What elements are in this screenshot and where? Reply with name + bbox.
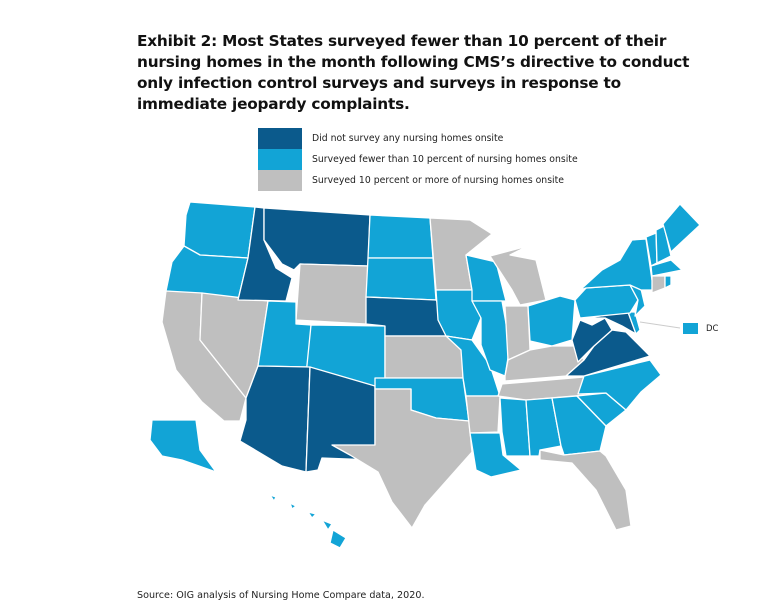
state-shape-PA [574, 284, 639, 319]
state-shape-ND [367, 214, 434, 259]
state-OH [527, 295, 576, 347]
state-MS [499, 397, 531, 457]
state-MT [263, 207, 371, 271]
legend-swatch [258, 128, 302, 149]
dc-leader-line [639, 321, 681, 329]
state-FL [539, 449, 632, 531]
state-IL [471, 300, 511, 377]
state-shape-DE [627, 311, 641, 335]
state-TX [331, 388, 473, 529]
state-shape-NH [655, 225, 672, 264]
dc-marker: DC [683, 323, 718, 334]
state-shape-HI [307, 511, 317, 519]
state-shape-MA [650, 259, 683, 277]
state-WV [571, 317, 613, 363]
state-shape-MI [489, 245, 547, 306]
state-shape-KS [384, 335, 464, 379]
legend-swatch [258, 170, 302, 191]
state-ND [367, 214, 434, 259]
state-shape-OH [527, 295, 576, 347]
state-shape-TX [331, 388, 473, 529]
legend-label: Did not survey any nursing homes onsite [312, 133, 504, 144]
state-RI [664, 275, 672, 289]
state-shape-VA [565, 329, 651, 377]
state-shape-HI [269, 494, 277, 502]
state-shape-HI [329, 529, 347, 549]
state-MA [650, 259, 683, 277]
state-DE [627, 311, 641, 335]
source-note: Source: OIG analysis of Nursing Home Com… [137, 590, 425, 601]
state-shape-SD [365, 257, 437, 301]
legend-item-fewer: Surveyed fewer than 10 percent of nursin… [258, 149, 578, 170]
state-shape-AK [149, 419, 217, 473]
state-AK [149, 419, 217, 473]
legend-label: Surveyed fewer than 10 percent of nursin… [312, 154, 578, 165]
state-ME [662, 203, 701, 253]
state-shape-WA [183, 201, 256, 259]
map-legend: Did not survey any nursing homes onsite … [258, 128, 578, 191]
state-shape-WV [571, 317, 613, 363]
state-shape-WY [295, 263, 369, 325]
state-shape-MT [263, 207, 371, 271]
legend-item-more: Surveyed 10 percent or more of nursing h… [258, 170, 578, 191]
state-VA [565, 329, 651, 377]
state-shape-ME [662, 203, 701, 253]
state-shape-MS [499, 397, 531, 457]
legend-swatch [258, 149, 302, 170]
state-WA [183, 201, 256, 259]
legend-label: Surveyed 10 percent or more of nursing h… [312, 175, 564, 186]
state-shape-AR [465, 395, 501, 434]
state-AR [465, 395, 501, 434]
state-shape-NC [577, 359, 662, 411]
state-shape-CT [651, 275, 666, 294]
dc-swatch [683, 323, 698, 334]
state-shape-HI [321, 519, 333, 531]
state-shape-HI [289, 502, 297, 510]
state-shape-LA [469, 432, 522, 478]
state-KS [384, 335, 464, 379]
state-WY [295, 263, 369, 325]
state-SD [365, 257, 437, 301]
state-LA [469, 432, 522, 478]
state-shape-RI [664, 275, 672, 289]
state-NC [577, 359, 662, 411]
state-MI [489, 245, 547, 306]
exhibit-title: Exhibit 2: Most States surveyed fewer th… [137, 32, 690, 113]
dc-label: DC [706, 323, 719, 334]
state-CT [651, 275, 666, 294]
state-HI [269, 494, 347, 549]
state-PA [574, 284, 639, 319]
state-shape-FL [539, 449, 632, 531]
state-shape-IL [471, 300, 511, 377]
legend-item-none: Did not survey any nursing homes onsite [258, 128, 578, 149]
state-NH [655, 225, 672, 264]
